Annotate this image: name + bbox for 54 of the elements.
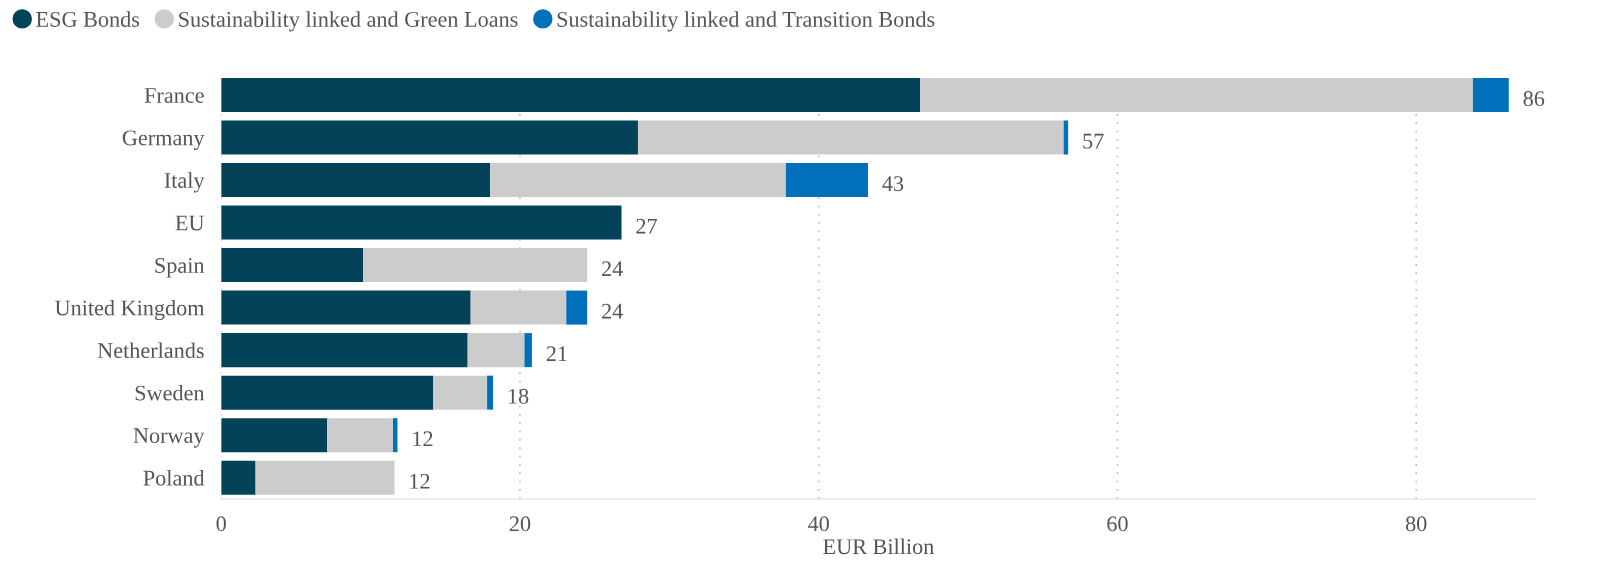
bar (470, 290, 567, 325)
total-label: 57 (1083, 133, 1104, 149)
total-label: 43 (882, 176, 904, 192)
y-tick-label: Germany (122, 130, 205, 150)
bar (467, 333, 525, 368)
bar (524, 333, 532, 368)
y-tick-label: Italy (164, 172, 205, 193)
y-tick-label: Spain (155, 258, 205, 278)
total-label: 21 (546, 346, 567, 362)
y-tick-label: Norway (133, 428, 205, 448)
x-tick-label: 60 (1107, 516, 1128, 532)
bar (255, 460, 395, 495)
bar (637, 120, 1064, 155)
bar (433, 375, 488, 410)
bar (221, 248, 364, 283)
y-tick-label: Sweden (135, 384, 205, 401)
total-label: 24 (602, 303, 623, 319)
y-tick-label: Poland (143, 469, 205, 486)
bar (221, 205, 622, 240)
legend-label: Sustainability linked and Transition Bonds (557, 11, 935, 32)
total-label: 27 (636, 218, 657, 234)
bar (920, 77, 1473, 112)
legend-label: Sustainability linked and Green Loans (179, 11, 518, 32)
y-tick-label: Netherlands (97, 342, 204, 359)
x-tick-label: 40 (808, 516, 829, 532)
y-tick-label: EU (175, 215, 205, 231)
total-label: 12 (410, 473, 430, 489)
total-label: 24 (602, 261, 623, 276)
x-tick-label: 0 (216, 516, 226, 532)
y-tick-label: France (144, 88, 204, 103)
total-label: 86 (1523, 91, 1545, 107)
x-tick-label: 80 (1405, 516, 1427, 532)
total-label: 12 (413, 431, 433, 447)
bar (221, 460, 256, 495)
bar (490, 163, 786, 198)
bar (487, 375, 494, 410)
y-tick-label: United Kingdom (55, 299, 205, 321)
bar (785, 163, 868, 198)
x-tick-label: 20 (509, 516, 531, 532)
bar (221, 333, 468, 368)
bar (221, 163, 491, 198)
x-axis-title: EUR Billion (823, 538, 934, 555)
bar (221, 290, 471, 325)
bar (327, 418, 393, 453)
bar (221, 375, 434, 410)
bar (1063, 120, 1069, 155)
bar (363, 248, 588, 283)
bar (221, 77, 921, 112)
bar (221, 418, 328, 453)
bar (221, 120, 638, 155)
total-label: 18 (508, 388, 529, 404)
legend-label: ESG Bonds (36, 11, 140, 27)
bar (1472, 77, 1509, 112)
bar (566, 290, 588, 325)
